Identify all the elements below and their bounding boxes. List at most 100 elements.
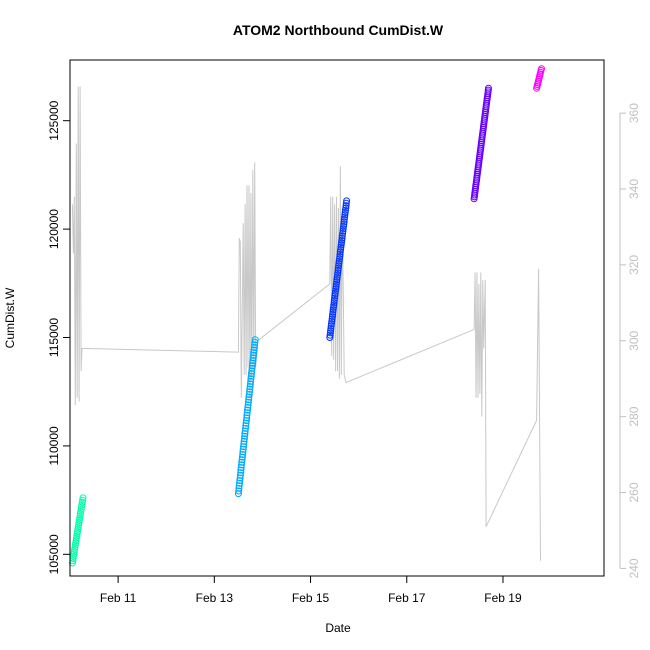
plot-frame [69, 59, 605, 577]
data-point [250, 344, 258, 351]
data-point [240, 440, 248, 448]
data-point [242, 424, 249, 432]
data-point [328, 320, 335, 328]
data-point [340, 218, 348, 226]
data-point [341, 211, 349, 219]
data-point [332, 285, 340, 293]
data-point [243, 409, 251, 417]
data-point [246, 385, 254, 393]
y-tick-label-right: 240 [627, 558, 641, 578]
data-point [244, 401, 252, 409]
data-point [251, 336, 259, 344]
data-point [247, 377, 255, 385]
data-point [335, 257, 343, 265]
data-point [336, 248, 344, 256]
data-point [326, 329, 334, 337]
data-point [337, 241, 345, 249]
data-point [71, 543, 79, 551]
secondary-line-group [71, 86, 541, 561]
chart-title: ATOM2 Northbound CumDist.W [233, 22, 444, 38]
data-point [251, 341, 259, 349]
data-point [341, 213, 349, 221]
data-point [242, 417, 250, 425]
y-axis-right: 240 260 280 300 320 340 360 [619, 103, 641, 578]
data-point [334, 266, 342, 274]
data-point [340, 215, 348, 223]
data-point [238, 456, 246, 464]
data-point [328, 317, 336, 325]
data-point [336, 250, 344, 258]
data-point [340, 222, 347, 230]
data-point [342, 204, 350, 212]
data-point [335, 259, 343, 267]
y-tick-label-right: 260 [627, 482, 641, 502]
data-point [241, 432, 249, 440]
data-point [326, 334, 334, 341]
y-axis-label: CumDist.W [3, 287, 17, 348]
y-tick-label-left: 115000 [47, 318, 61, 357]
data-point [242, 419, 250, 427]
data-point [244, 398, 252, 406]
data-point [328, 313, 336, 321]
data-point [238, 458, 246, 466]
data-point [250, 346, 258, 354]
x-tick-label: Feb 11 [100, 591, 137, 605]
data-point [237, 464, 245, 471]
data-point [330, 297, 338, 304]
data-point [239, 448, 247, 456]
x-tick-label: Feb 15 [292, 591, 330, 605]
data-point [235, 484, 243, 492]
data-point [246, 388, 253, 396]
y-axis-left: 105000 110000 115000 120000 125000 [47, 100, 70, 574]
data-point [343, 197, 351, 205]
data-point [342, 206, 349, 214]
secondary-line [71, 86, 541, 561]
data-point [249, 354, 257, 362]
data-point [245, 391, 253, 398]
data-point [240, 443, 247, 451]
data-point [336, 255, 343, 263]
data-point [76, 512, 84, 520]
data-point [239, 451, 247, 458]
data-point [338, 232, 346, 240]
data-point [238, 461, 245, 469]
x-tick-label: Feb 19 [484, 591, 522, 605]
data-point [334, 264, 342, 272]
data-point [338, 239, 345, 247]
data-point [327, 324, 335, 332]
y-tick-label-right: 280 [627, 406, 641, 426]
data-point [337, 246, 345, 253]
data-point [235, 487, 243, 495]
data-point [242, 422, 250, 430]
data-point [241, 430, 249, 438]
data-point [250, 351, 257, 359]
data-point [335, 262, 343, 270]
data-point [329, 308, 337, 316]
y-tick-label-right: 340 [627, 179, 641, 199]
data-point [327, 327, 335, 335]
data-point [341, 209, 349, 216]
x-axis: Feb 11 Feb 13 Feb 15 Feb 17 Feb 19 [100, 576, 522, 605]
data-point [236, 474, 244, 482]
data-point [329, 310, 337, 318]
data-point [77, 505, 85, 513]
series-4 [470, 84, 492, 203]
x-tick-label: Feb 17 [388, 591, 426, 605]
y-tick-label-right: 320 [627, 255, 641, 275]
series-3 [326, 197, 351, 341]
data-point [327, 322, 335, 330]
data-point [338, 234, 346, 242]
data-point [330, 303, 337, 311]
data-point [247, 372, 255, 380]
data-point [332, 283, 340, 291]
data-point [243, 411, 251, 419]
data-point [244, 406, 251, 414]
data-point [339, 227, 347, 235]
data-point [330, 299, 338, 307]
data-point [234, 490, 242, 498]
data-point [251, 338, 259, 346]
data-point [245, 396, 253, 404]
data-point [342, 202, 350, 210]
